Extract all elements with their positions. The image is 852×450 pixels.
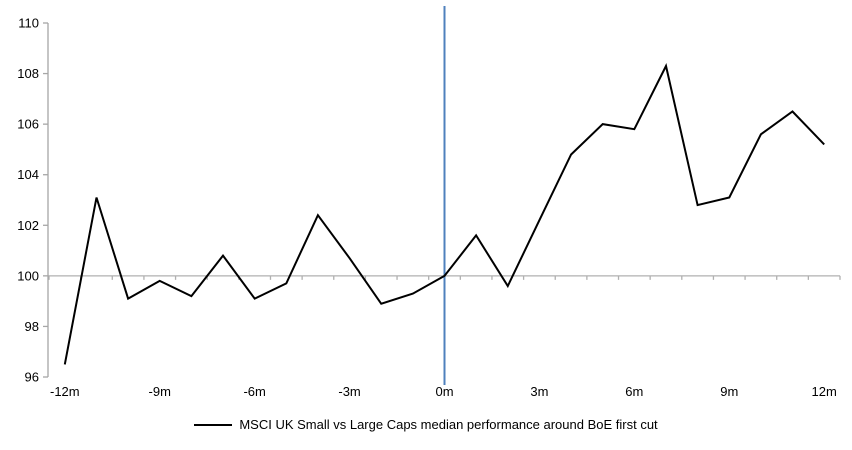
x-tick-label: -9m	[149, 384, 171, 399]
y-tick-label: 110	[18, 16, 39, 31]
y-tick-label: 98	[25, 319, 39, 334]
x-tick-label: 12m	[812, 384, 837, 399]
x-tick-label: -3m	[338, 384, 360, 399]
legend-line-swatch	[194, 423, 233, 426]
y-tick-label: 100	[17, 268, 39, 283]
x-tick-label: 3m	[530, 384, 548, 399]
y-tick-label: 102	[17, 218, 39, 233]
y-tick-label: 108	[17, 66, 39, 81]
x-tick-label: -12m	[50, 384, 80, 399]
legend: MSCI UK Small vs Large Caps median perfo…	[0, 417, 852, 432]
x-tick-label: 9m	[720, 384, 738, 399]
series-line	[63, 63, 825, 365]
x-tick-label: 0m	[435, 384, 453, 399]
y-tick-label: 96	[25, 370, 39, 385]
legend-label: MSCI UK Small vs Large Caps median perfo…	[239, 417, 658, 432]
x-tick-label: -6m	[243, 384, 265, 399]
y-tick-label: 104	[17, 167, 39, 182]
x-tick-label: 6m	[625, 384, 643, 399]
y-tick-label: 106	[17, 117, 39, 132]
